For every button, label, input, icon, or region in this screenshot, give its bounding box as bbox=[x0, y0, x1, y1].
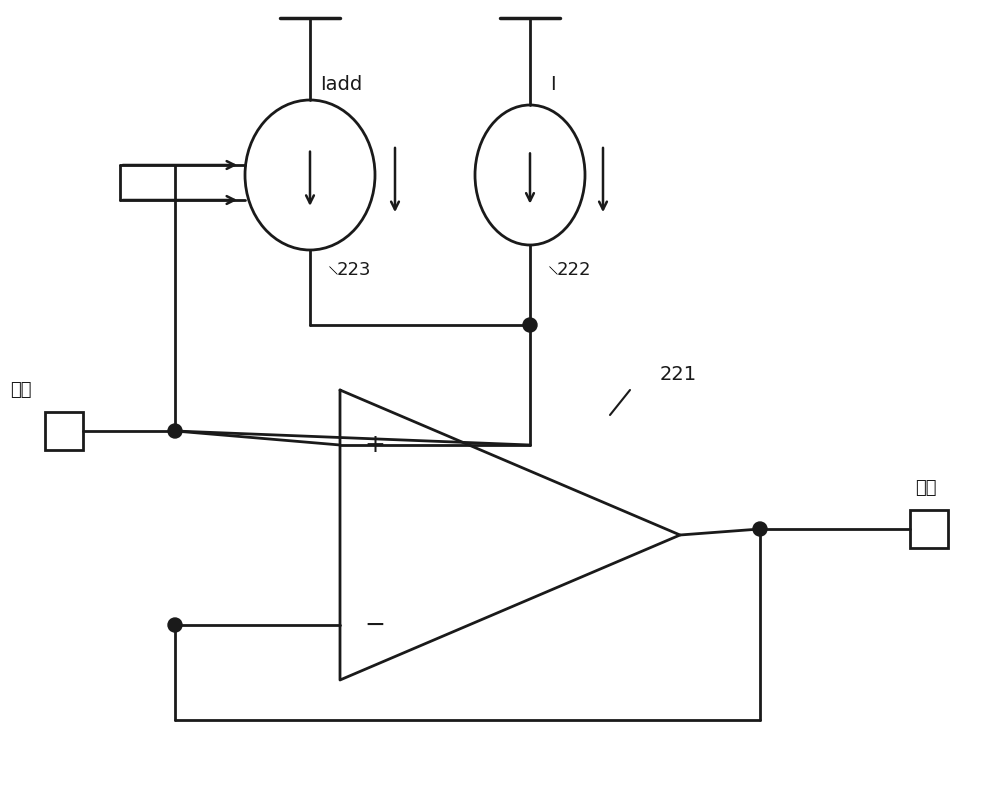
Text: 221: 221 bbox=[660, 365, 697, 384]
Text: Iadd: Iadd bbox=[320, 75, 362, 94]
Text: 输出: 输出 bbox=[915, 479, 936, 497]
Circle shape bbox=[753, 522, 767, 536]
Text: 223: 223 bbox=[337, 261, 372, 279]
Circle shape bbox=[168, 618, 182, 632]
Text: −: − bbox=[364, 613, 386, 637]
Bar bbox=[910, 510, 948, 548]
Bar bbox=[45, 412, 83, 450]
Text: +: + bbox=[365, 433, 385, 457]
Text: I: I bbox=[550, 75, 556, 94]
Text: 输入: 输入 bbox=[10, 381, 32, 399]
Text: —: — bbox=[323, 261, 341, 279]
Text: —: — bbox=[543, 261, 561, 279]
Circle shape bbox=[523, 318, 537, 332]
Text: 222: 222 bbox=[557, 261, 592, 279]
Circle shape bbox=[168, 424, 182, 438]
